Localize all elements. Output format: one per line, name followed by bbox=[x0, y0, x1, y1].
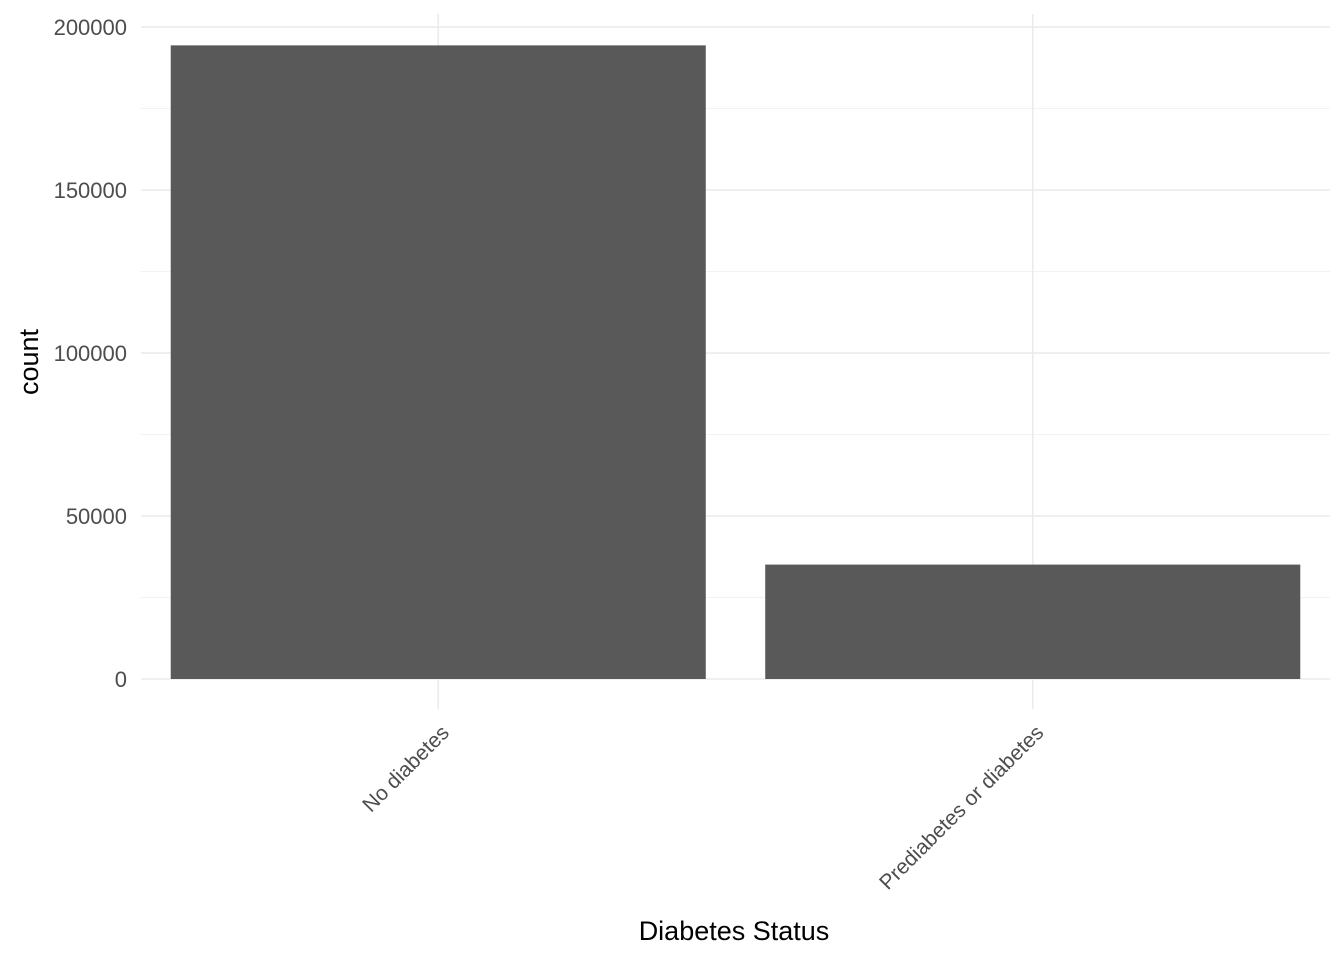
bar bbox=[765, 564, 1301, 679]
y-tick-label: 50000 bbox=[66, 504, 127, 529]
y-axis-title: count bbox=[14, 328, 44, 395]
y-tick-label: 200000 bbox=[54, 15, 127, 40]
bar bbox=[170, 45, 706, 680]
x-axis-tick-labels: No diabetes Prediabetes or diabetes bbox=[358, 721, 1048, 894]
x-tick-label: No diabetes bbox=[358, 721, 454, 817]
bars bbox=[170, 45, 1301, 680]
y-axis-tick-labels: 0 50000 100000 150000 200000 bbox=[54, 15, 127, 692]
x-tick-label: Prediabetes or diabetes bbox=[875, 721, 1048, 894]
y-tick-label: 0 bbox=[115, 667, 127, 692]
x-axis-title: Diabetes Status bbox=[639, 916, 830, 946]
y-tick-label: 150000 bbox=[54, 178, 127, 203]
y-tick-label: 100000 bbox=[54, 341, 127, 366]
